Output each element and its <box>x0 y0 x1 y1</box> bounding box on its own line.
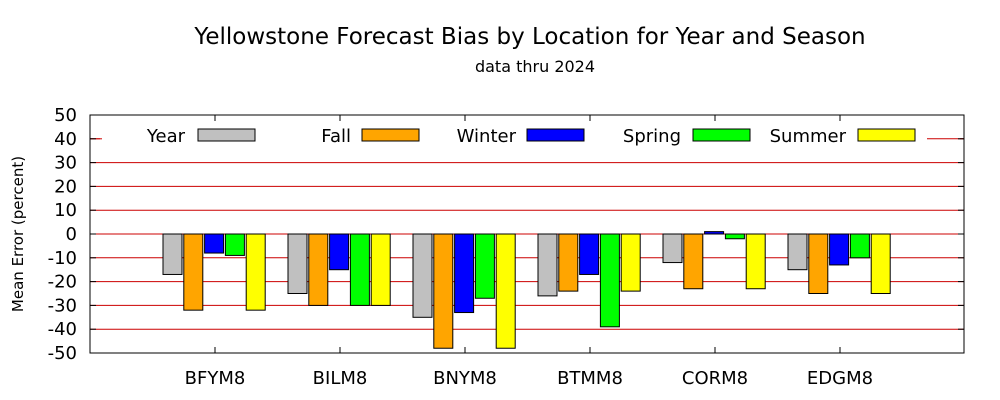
bar-btmm8-summer <box>620 233 641 292</box>
bar-btmm8-winter <box>579 233 600 275</box>
legend-label-year: Year <box>146 126 186 147</box>
bar-edgm8-fall <box>808 233 829 294</box>
bar-bilm8-year <box>287 233 308 294</box>
legend: Year Fall Winter Spring Summer <box>90 124 964 147</box>
legend-label-summer: Summer <box>770 126 847 147</box>
legend-swatch-year <box>197 128 256 142</box>
legend-label-winter: Winter <box>457 126 517 147</box>
bar-edgm8-spring <box>849 233 870 259</box>
bar-edgm8-summer <box>870 233 891 294</box>
x-tick-label: BNYM8 <box>433 368 497 389</box>
bar-bnym8-winter <box>454 233 475 314</box>
legend-label-spring: Spring <box>623 126 681 147</box>
bar-bilm8-summer <box>370 233 391 306</box>
bar-btmm8-fall <box>558 233 579 292</box>
y-tick-label: 40 <box>54 129 77 150</box>
bar-edgm8-year <box>787 233 808 271</box>
y-axis-label: Mean Error (percent) <box>9 156 27 312</box>
bar-bnym8-spring <box>474 233 495 299</box>
bar-bfym8-summer <box>245 233 266 311</box>
y-tick-label: 20 <box>54 176 77 197</box>
bar-corm8-summer <box>745 233 766 290</box>
bar-bnym8-year <box>412 233 433 318</box>
x-tick-label: EDGM8 <box>807 368 873 389</box>
x-tick-label: CORM8 <box>682 368 748 389</box>
bar-btmm8-spring <box>599 233 620 328</box>
bar-corm8-year <box>662 233 683 264</box>
bar-bilm8-fall <box>308 233 329 306</box>
x-tick-label: BILM8 <box>313 368 368 389</box>
y-tick-label: -20 <box>48 272 77 293</box>
bar-bnym8-fall <box>433 233 454 349</box>
x-tick-label: BFYM8 <box>185 368 246 389</box>
bar-corm8-spring <box>724 233 745 240</box>
y-tick-label: -30 <box>48 295 77 316</box>
y-tick-label: -40 <box>48 319 77 340</box>
bar-corm8-fall <box>683 233 704 290</box>
legend-swatch-spring <box>692 128 751 142</box>
bar-bfym8-winter <box>204 233 225 254</box>
y-tick-label: -10 <box>48 248 77 269</box>
y-tick-label: 50 <box>54 105 77 126</box>
bar-btmm8-year <box>537 233 558 297</box>
y-tick-label: 10 <box>54 200 77 221</box>
legend-label-fall: Fall <box>321 126 351 147</box>
chart-title: Yellowstone Forecast Bias by Location fo… <box>193 24 865 50</box>
bar-bfym8-year <box>162 233 183 275</box>
bars <box>162 231 891 349</box>
bar-bilm8-winter <box>329 233 350 271</box>
bar-bfym8-spring <box>224 233 245 256</box>
legend-swatch-winter <box>526 128 585 142</box>
x-tick-label: BTMM8 <box>557 368 623 389</box>
bar-bfym8-fall <box>183 233 204 311</box>
y-tick-label: -50 <box>48 343 77 364</box>
bar-corm8-winter <box>704 231 725 235</box>
chart-subtitle: data thru 2024 <box>475 57 595 76</box>
bar-bilm8-spring <box>349 233 370 306</box>
bar-bnym8-summer <box>495 233 516 349</box>
x-axis-ticks: BFYM8 BILM8 BNYM8 BTMM8 CORM8 EDGM8 <box>185 115 873 389</box>
legend-swatch-fall <box>361 128 420 142</box>
legend-swatch-summer <box>857 128 916 142</box>
y-tick-label: 30 <box>54 153 77 174</box>
bar-edgm8-winter <box>829 233 850 266</box>
y-tick-label: 0 <box>66 224 77 245</box>
plot-frame <box>89 114 965 354</box>
